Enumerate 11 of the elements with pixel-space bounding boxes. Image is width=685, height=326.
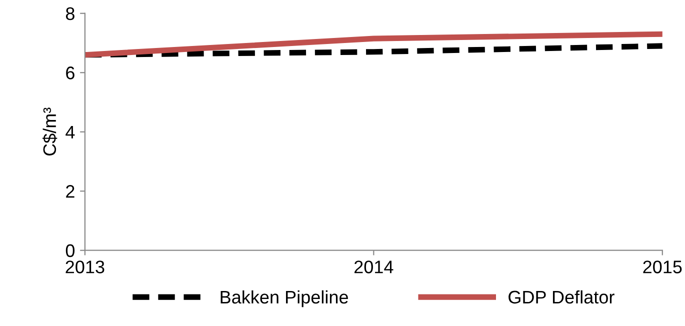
x-tick-label: 2013 [66,260,104,274]
legend-label: GDP Deflator [508,290,614,304]
x-tick-label: 2015 [643,260,682,274]
y-axis-title: C$/m³ [42,108,58,156]
x-tick-label: 2014 [354,260,394,274]
y-tick-label: 4 [66,126,75,138]
legend-label: Bakken Pipeline [220,290,348,308]
y-tick-label: 2 [66,185,74,198]
y-tick-label: 6 [66,66,74,80]
y-tick-label: 0 [66,244,75,258]
y-tick-label: 8 [66,7,74,20]
